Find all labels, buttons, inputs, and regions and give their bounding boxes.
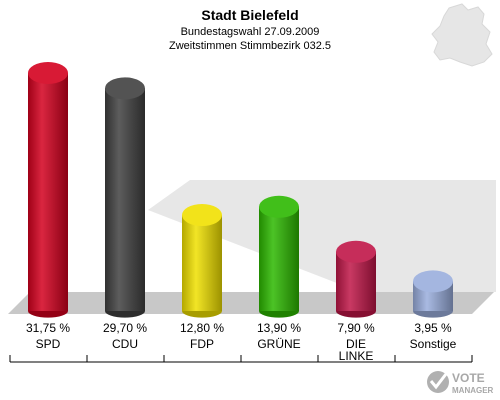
bar-body xyxy=(28,73,68,311)
category-label: GRÜNE xyxy=(257,337,300,351)
value-label: 3,95 % xyxy=(414,321,452,335)
value-label: 13,90 % xyxy=(257,321,301,335)
bar-cap xyxy=(105,77,145,100)
chart-subtitle-date: Bundestagswahl 27.09.2009 xyxy=(181,26,320,38)
value-labels-group: 31,75 % 29,70 % 12,80 % 13,90 % 7,90 % 3,95 % xyxy=(26,321,452,335)
value-label: 31,75 % xyxy=(26,321,70,335)
category-label: LINKE xyxy=(339,349,374,363)
logo-text-manager: MANAGER xyxy=(452,386,494,395)
germany-map-icon xyxy=(431,3,493,67)
bar-body xyxy=(105,88,145,311)
category-label: SPD xyxy=(36,337,61,351)
bar-cap xyxy=(182,204,222,227)
value-label: 7,90 % xyxy=(337,321,375,335)
bar-cap xyxy=(259,195,299,218)
bar-die-linke xyxy=(336,240,376,318)
bar-cap xyxy=(336,240,376,263)
bar-cap xyxy=(28,62,68,84)
value-label: 12,80 % xyxy=(180,321,224,335)
bar-spd xyxy=(28,62,68,318)
chart-title: Stadt Bielefeld xyxy=(201,7,298,23)
bar-sonstige xyxy=(413,270,453,318)
bar-cdu xyxy=(105,77,145,318)
category-label: Sonstige xyxy=(410,337,457,351)
checkmark-ballot-icon xyxy=(427,371,449,393)
chart-subtitle-district: Zweitstimmen Stimmbezirk 032.5 xyxy=(169,40,331,52)
category-axis xyxy=(9,355,473,363)
bar-body xyxy=(182,215,222,311)
bars-group xyxy=(28,62,453,318)
vote-manager-logo: VOTE MANAGER xyxy=(427,371,494,395)
logo-text-vote: VOTE xyxy=(452,371,485,385)
category-label: CDU xyxy=(112,337,138,351)
category-label: DIE xyxy=(346,337,366,351)
bar-gr-ne xyxy=(259,195,299,318)
bar-body xyxy=(259,206,299,311)
category-label: FDP xyxy=(190,337,214,351)
value-label: 29,70 % xyxy=(103,321,147,335)
bar-fdp xyxy=(182,204,222,318)
bar-cap xyxy=(413,270,453,293)
